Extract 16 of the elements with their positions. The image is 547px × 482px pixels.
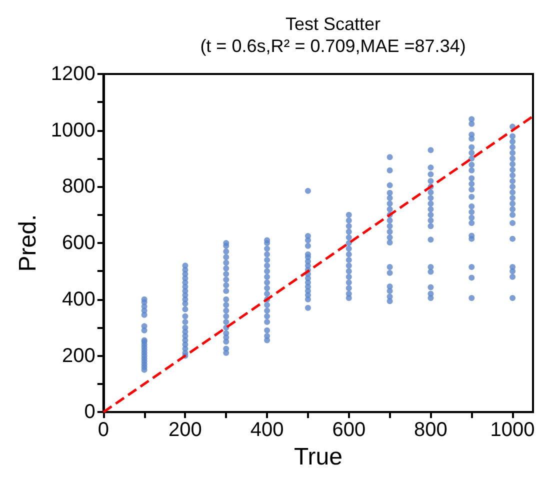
chart-title: Test Scatter: [285, 14, 381, 34]
y-tick-label: 200: [62, 344, 96, 367]
chart-subtitle: (t = 0.6s,R² = 0.709,MAE =87.34): [200, 36, 466, 56]
x-tick-label: 400: [250, 419, 284, 442]
y-tick-label: 1200: [50, 63, 96, 85]
y-tick-label: 1000: [50, 119, 96, 142]
y-tick-label: 600: [62, 232, 96, 254]
x-tick-label: 600: [332, 419, 366, 442]
x-tick-label: 800: [414, 419, 448, 442]
y-tick-label: 0: [84, 401, 96, 424]
y-tick-label: 800: [62, 176, 96, 198]
y-axis-title: Pred.: [14, 214, 42, 272]
y-tick-label: 400: [62, 288, 96, 310]
x-tick-label: 1000: [490, 419, 535, 442]
x-tick-label: 200: [168, 419, 202, 442]
x-axis-title: True: [294, 444, 342, 470]
